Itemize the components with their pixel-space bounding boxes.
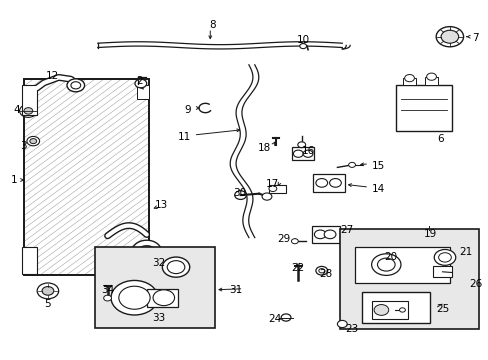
Bar bbox=[22, 85, 37, 115]
Circle shape bbox=[20, 104, 37, 117]
Bar bbox=[395, 85, 451, 131]
Text: 14: 14 bbox=[371, 184, 384, 194]
Text: 7: 7 bbox=[471, 33, 478, 43]
Text: 34: 34 bbox=[101, 285, 114, 295]
Bar bbox=[403, 78, 415, 85]
Circle shape bbox=[268, 186, 276, 192]
Circle shape bbox=[324, 230, 335, 239]
Text: 5: 5 bbox=[44, 299, 51, 309]
Text: 2: 2 bbox=[136, 76, 142, 86]
Text: 20: 20 bbox=[384, 252, 397, 262]
Circle shape bbox=[438, 253, 450, 262]
Text: 25: 25 bbox=[435, 303, 448, 314]
Text: 15: 15 bbox=[371, 161, 384, 171]
Bar bbox=[24, 79, 149, 275]
Circle shape bbox=[42, 287, 54, 295]
Circle shape bbox=[37, 283, 59, 299]
Bar bbox=[95, 247, 215, 328]
Bar bbox=[311, 226, 340, 243]
Circle shape bbox=[103, 295, 111, 301]
Circle shape bbox=[27, 136, 40, 146]
Bar bbox=[292, 147, 314, 160]
Text: 24: 24 bbox=[267, 314, 281, 324]
Text: 1: 1 bbox=[10, 175, 17, 185]
Circle shape bbox=[318, 269, 324, 273]
Text: 13: 13 bbox=[154, 200, 168, 210]
Circle shape bbox=[71, 82, 81, 89]
Circle shape bbox=[371, 254, 400, 275]
Circle shape bbox=[426, 73, 435, 80]
Circle shape bbox=[404, 75, 414, 82]
Circle shape bbox=[337, 320, 346, 328]
Circle shape bbox=[329, 179, 341, 187]
Circle shape bbox=[373, 305, 388, 315]
Bar bbox=[432, 266, 451, 277]
Circle shape bbox=[433, 249, 455, 265]
Text: 19: 19 bbox=[423, 229, 436, 239]
Circle shape bbox=[291, 239, 298, 244]
Text: 4: 4 bbox=[14, 105, 20, 115]
Circle shape bbox=[30, 139, 37, 144]
Text: 8: 8 bbox=[209, 20, 216, 30]
Text: 17: 17 bbox=[265, 179, 278, 189]
Text: 33: 33 bbox=[152, 312, 165, 323]
Circle shape bbox=[297, 142, 305, 148]
Bar bbox=[24, 79, 149, 275]
Text: 6: 6 bbox=[437, 134, 444, 144]
Circle shape bbox=[167, 261, 184, 274]
Text: 27: 27 bbox=[340, 225, 353, 235]
Circle shape bbox=[399, 308, 405, 312]
Text: 22: 22 bbox=[291, 263, 305, 273]
Bar bbox=[24, 79, 149, 275]
Circle shape bbox=[24, 108, 33, 114]
Circle shape bbox=[315, 179, 327, 187]
Bar bbox=[312, 174, 344, 192]
Bar bbox=[139, 261, 148, 272]
Bar bbox=[146, 289, 178, 307]
Text: 23: 23 bbox=[345, 324, 358, 334]
Bar bbox=[268, 185, 285, 193]
Text: 28: 28 bbox=[319, 269, 332, 279]
Bar bbox=[371, 301, 407, 319]
Circle shape bbox=[299, 44, 306, 49]
Bar bbox=[22, 247, 37, 274]
Text: 9: 9 bbox=[183, 105, 190, 115]
Bar bbox=[339, 229, 478, 329]
Circle shape bbox=[281, 314, 290, 321]
Circle shape bbox=[262, 193, 271, 200]
Text: 16: 16 bbox=[301, 146, 314, 156]
Circle shape bbox=[135, 79, 146, 88]
Circle shape bbox=[162, 257, 189, 277]
Circle shape bbox=[303, 150, 312, 157]
Circle shape bbox=[314, 230, 325, 239]
Text: 26: 26 bbox=[468, 279, 482, 289]
Text: 3: 3 bbox=[20, 141, 27, 151]
Circle shape bbox=[293, 150, 303, 157]
Circle shape bbox=[234, 191, 246, 199]
Circle shape bbox=[119, 286, 150, 309]
Bar bbox=[361, 292, 429, 323]
Text: 30: 30 bbox=[233, 188, 245, 198]
Text: 18: 18 bbox=[258, 143, 271, 153]
Circle shape bbox=[377, 258, 394, 271]
Circle shape bbox=[348, 162, 355, 167]
Circle shape bbox=[111, 280, 158, 315]
Bar bbox=[354, 247, 449, 283]
Text: 32: 32 bbox=[152, 258, 165, 268]
Circle shape bbox=[435, 27, 463, 47]
Circle shape bbox=[440, 30, 458, 43]
Text: 31: 31 bbox=[228, 285, 242, 295]
Text: 29: 29 bbox=[277, 234, 290, 244]
Circle shape bbox=[315, 266, 327, 275]
Text: 12: 12 bbox=[45, 71, 59, 81]
Text: 11: 11 bbox=[177, 132, 190, 142]
Circle shape bbox=[153, 290, 174, 306]
Text: 21: 21 bbox=[459, 247, 472, 257]
Text: 10: 10 bbox=[296, 35, 309, 45]
Bar bbox=[137, 85, 149, 99]
Bar bbox=[425, 77, 437, 85]
Circle shape bbox=[67, 79, 84, 92]
